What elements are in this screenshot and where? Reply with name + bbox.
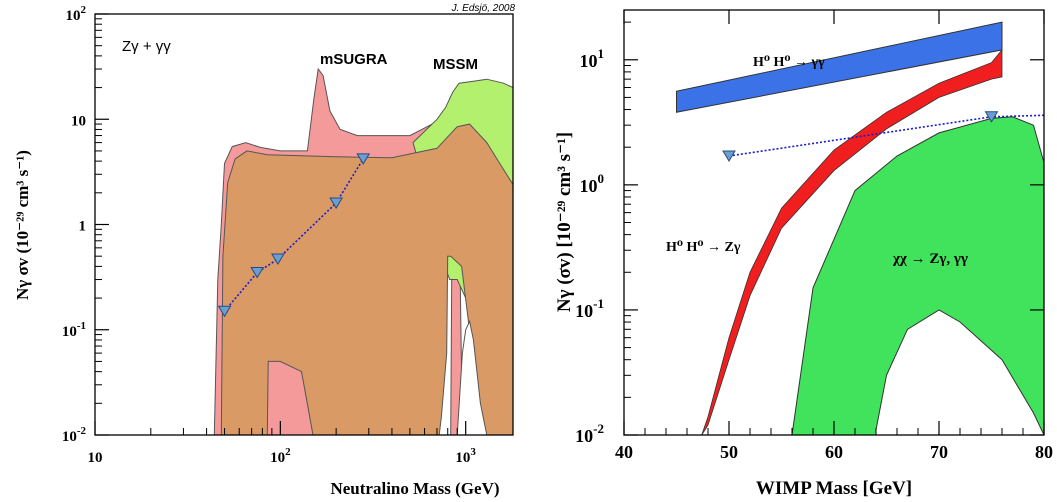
- right-chart: 40 50 60 70 80 10-2 10-1 100 101 H⁰ H⁰ → γγ H⁰ H⁰ …: [554, 9, 1053, 499]
- left-chart: 10 102 103 10-2 10-1 1 10 102 J. Edsjö, 2008 Zγ +…: [13, 3, 515, 498]
- x-tick-label-1: 50: [720, 442, 738, 462]
- y-tick-label-1: 10-1: [62, 320, 86, 340]
- y-tick-label-4: 102: [66, 4, 87, 24]
- x-axis-label: WIMP Mass [GeV]: [756, 478, 912, 499]
- x-tick-label-0: 10: [88, 450, 103, 466]
- x-tick-label-3: 70: [930, 442, 948, 462]
- chichi-label: χχ → Zγ, γγ: [892, 251, 968, 267]
- gammagamma-label: H⁰ H⁰ → γγ: [753, 55, 825, 70]
- mssm-label: MSSM: [433, 56, 478, 73]
- y-tick-label-0: 10-2: [62, 425, 87, 445]
- y-tick-label-3: 101: [580, 46, 605, 71]
- x-tick-label-0: 40: [615, 442, 633, 462]
- gammagamma-band: [676, 21, 1003, 113]
- msugra-label: mSUGRA: [320, 51, 388, 68]
- overlap-region: [220, 123, 514, 436]
- benchmark-line: [223, 158, 364, 312]
- benchmark-point-0: [722, 150, 736, 162]
- y-tick-label-3: 10: [71, 113, 86, 129]
- x-tick-label-4: 80: [1035, 442, 1053, 462]
- x-tick-label-2: 103: [455, 446, 476, 466]
- benchmark-point-4: [356, 153, 371, 165]
- credit-text: J. Edsjö, 2008: [451, 3, 516, 14]
- x-tick-label-2: 60: [825, 442, 843, 462]
- x-axis-label: Neutralino Mass (GeV): [330, 479, 499, 498]
- benchmark-point-1: [984, 111, 999, 123]
- y-tick-label-2: 100: [580, 171, 605, 196]
- zgamma-band: [701, 48, 1003, 436]
- y-tick-label-0: 10-2: [575, 421, 604, 446]
- y-tick-label-1: 10-1: [575, 296, 604, 321]
- x-tick-label-1: 102: [270, 446, 291, 466]
- zgamma-label: H⁰ H⁰ → Zγ: [666, 240, 741, 255]
- y-axis-label: Nγ (σv) [10⁻²⁹ cm³ s⁻¹]: [554, 132, 575, 312]
- benchmark-point-2: [271, 253, 285, 265]
- y-axis-label: Nγ σv (10⁻²⁹ cm³ s⁻¹): [13, 150, 32, 300]
- benchmark-point-0: [217, 305, 232, 318]
- benchmark-point-1: [250, 266, 265, 279]
- benchmark-point-3: [329, 197, 344, 209]
- process-label: Zγ + γγ: [122, 38, 171, 55]
- y-tick-label-2: 1: [79, 219, 87, 235]
- excluded-hole: [456, 319, 488, 436]
